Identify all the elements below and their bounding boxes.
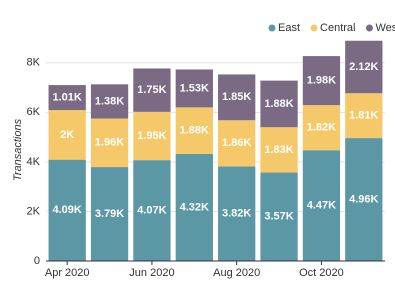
legend-swatch (268, 24, 276, 32)
legend-label: West (375, 22, 395, 34)
bar-segment (218, 120, 256, 167)
y-tick-label: 6K (27, 106, 41, 118)
value-label: 1.86K (222, 137, 251, 149)
value-label: 1.96K (95, 137, 124, 149)
value-label: 2.12K (349, 61, 378, 73)
bar-segment (260, 80, 298, 128)
x-tick-label: Aug 2020 (213, 267, 260, 279)
value-label: 1.53K (180, 82, 209, 94)
y-tick-label: 2K (27, 205, 41, 217)
value-label: 1.81K (349, 110, 378, 122)
value-label: 1.85K (222, 91, 251, 103)
value-label: 4.09K (53, 204, 82, 216)
value-label: 1.01K (53, 91, 82, 103)
value-label: 1.95K (137, 130, 166, 142)
bar-segment (90, 84, 129, 119)
value-label: 1.83K (264, 144, 293, 156)
value-label: 1.88K (180, 125, 209, 137)
y-tick-label: 8K (27, 57, 41, 69)
bar-segment (302, 150, 341, 261)
value-label: 3.79K (95, 208, 124, 220)
x-tick-label: Oct 2020 (299, 267, 344, 279)
bar-segment (302, 105, 341, 151)
value-label: 1.88K (264, 98, 293, 110)
bar-segment (260, 127, 298, 173)
y-axis-title: Transactions (12, 118, 24, 181)
value-label: 4.47K (307, 200, 336, 212)
bar-segment (218, 74, 256, 121)
y-tick-label: 4K (27, 156, 41, 168)
bar-segment (260, 172, 298, 261)
bar-segment (302, 56, 341, 106)
bar-segment (48, 85, 86, 111)
bar-segment (175, 69, 213, 108)
x-tick-label: Apr 2020 (45, 267, 90, 279)
value-label: 4.96K (349, 193, 378, 205)
legend-label: East (278, 22, 300, 34)
bar-segment (133, 111, 171, 161)
value-label: 1.82K (307, 122, 336, 134)
value-label: 3.57K (264, 211, 293, 223)
bar-segment (133, 68, 171, 112)
bar-segment (133, 160, 171, 261)
legend-swatch (365, 24, 373, 32)
legend-swatch (310, 24, 318, 32)
bar-segment (345, 93, 383, 139)
value-label: 1.98K (307, 75, 336, 87)
bar-segment (90, 118, 129, 168)
value-label: 3.82K (222, 208, 251, 220)
bar-segment (345, 138, 383, 261)
x-tick-label: Jun 2020 (129, 267, 174, 279)
value-label: 2K (60, 129, 74, 141)
bar-segment (90, 167, 129, 261)
bar-segment (175, 107, 213, 154)
bar-segment (218, 166, 256, 261)
y-tick-label: 0 (34, 255, 40, 267)
bar-segment (345, 40, 383, 94)
bar-segment (175, 153, 213, 261)
bar-segment (48, 110, 86, 160)
value-label: 4.07K (137, 204, 166, 216)
value-label: 1.75K (137, 84, 166, 96)
legend-label: Central (320, 22, 355, 34)
value-label: 1.38K (95, 95, 124, 107)
value-label: 4.32K (180, 201, 209, 213)
bar-segment (48, 159, 86, 261)
